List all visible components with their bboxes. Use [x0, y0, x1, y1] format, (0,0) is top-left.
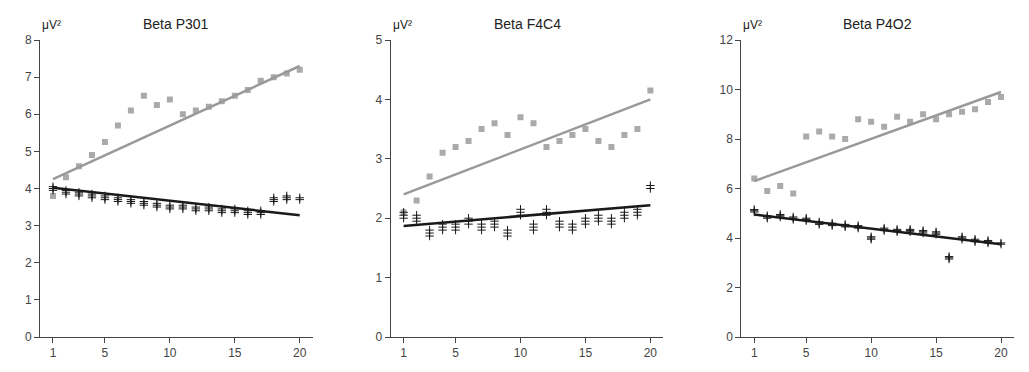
- svg-text:2: 2: [25, 256, 32, 270]
- svg-text:6: 6: [726, 182, 733, 196]
- svg-text:0: 0: [726, 330, 733, 344]
- svg-text:0: 0: [376, 330, 383, 344]
- svg-text:3: 3: [376, 152, 383, 166]
- svg-text:10: 10: [864, 346, 878, 360]
- svg-text:1: 1: [25, 293, 32, 307]
- svg-text:1: 1: [751, 346, 758, 360]
- svg-text:2: 2: [726, 281, 733, 295]
- svg-text:15: 15: [228, 346, 242, 360]
- svg-text:1: 1: [376, 271, 383, 285]
- svg-text:5: 5: [376, 33, 383, 47]
- svg-text:1: 1: [400, 346, 407, 360]
- svg-text:7: 7: [25, 70, 32, 84]
- svg-text:1: 1: [50, 346, 57, 360]
- svg-text:5: 5: [803, 346, 810, 360]
- svg-text:15: 15: [929, 346, 943, 360]
- svg-text:μV²: μV²: [393, 18, 412, 32]
- svg-text:5: 5: [25, 145, 32, 159]
- svg-text:Beta P4O2: Beta P4O2: [843, 16, 912, 32]
- svg-text:5: 5: [452, 346, 459, 360]
- svg-text:2: 2: [376, 211, 383, 225]
- svg-text:Beta P301: Beta P301: [143, 16, 209, 32]
- svg-text:3: 3: [25, 219, 32, 233]
- svg-text:12: 12: [720, 33, 734, 47]
- svg-text:4: 4: [376, 93, 383, 107]
- svg-text:5: 5: [102, 346, 109, 360]
- svg-text:8: 8: [25, 33, 32, 47]
- svg-text:10: 10: [514, 346, 528, 360]
- svg-text:4: 4: [25, 182, 32, 196]
- svg-text:μV²: μV²: [42, 18, 61, 32]
- svg-text:15: 15: [579, 346, 593, 360]
- svg-text:20: 20: [293, 346, 307, 360]
- svg-text:μV²: μV²: [743, 18, 762, 32]
- svg-text:4: 4: [726, 231, 733, 245]
- svg-text:6: 6: [25, 107, 32, 121]
- svg-text:20: 20: [644, 346, 658, 360]
- svg-text:Beta F4C4: Beta F4C4: [494, 16, 561, 32]
- svg-text:20: 20: [994, 346, 1008, 360]
- svg-text:8: 8: [726, 132, 733, 146]
- svg-text:10: 10: [720, 83, 734, 97]
- svg-text:0: 0: [25, 330, 32, 344]
- svg-text:10: 10: [163, 346, 177, 360]
